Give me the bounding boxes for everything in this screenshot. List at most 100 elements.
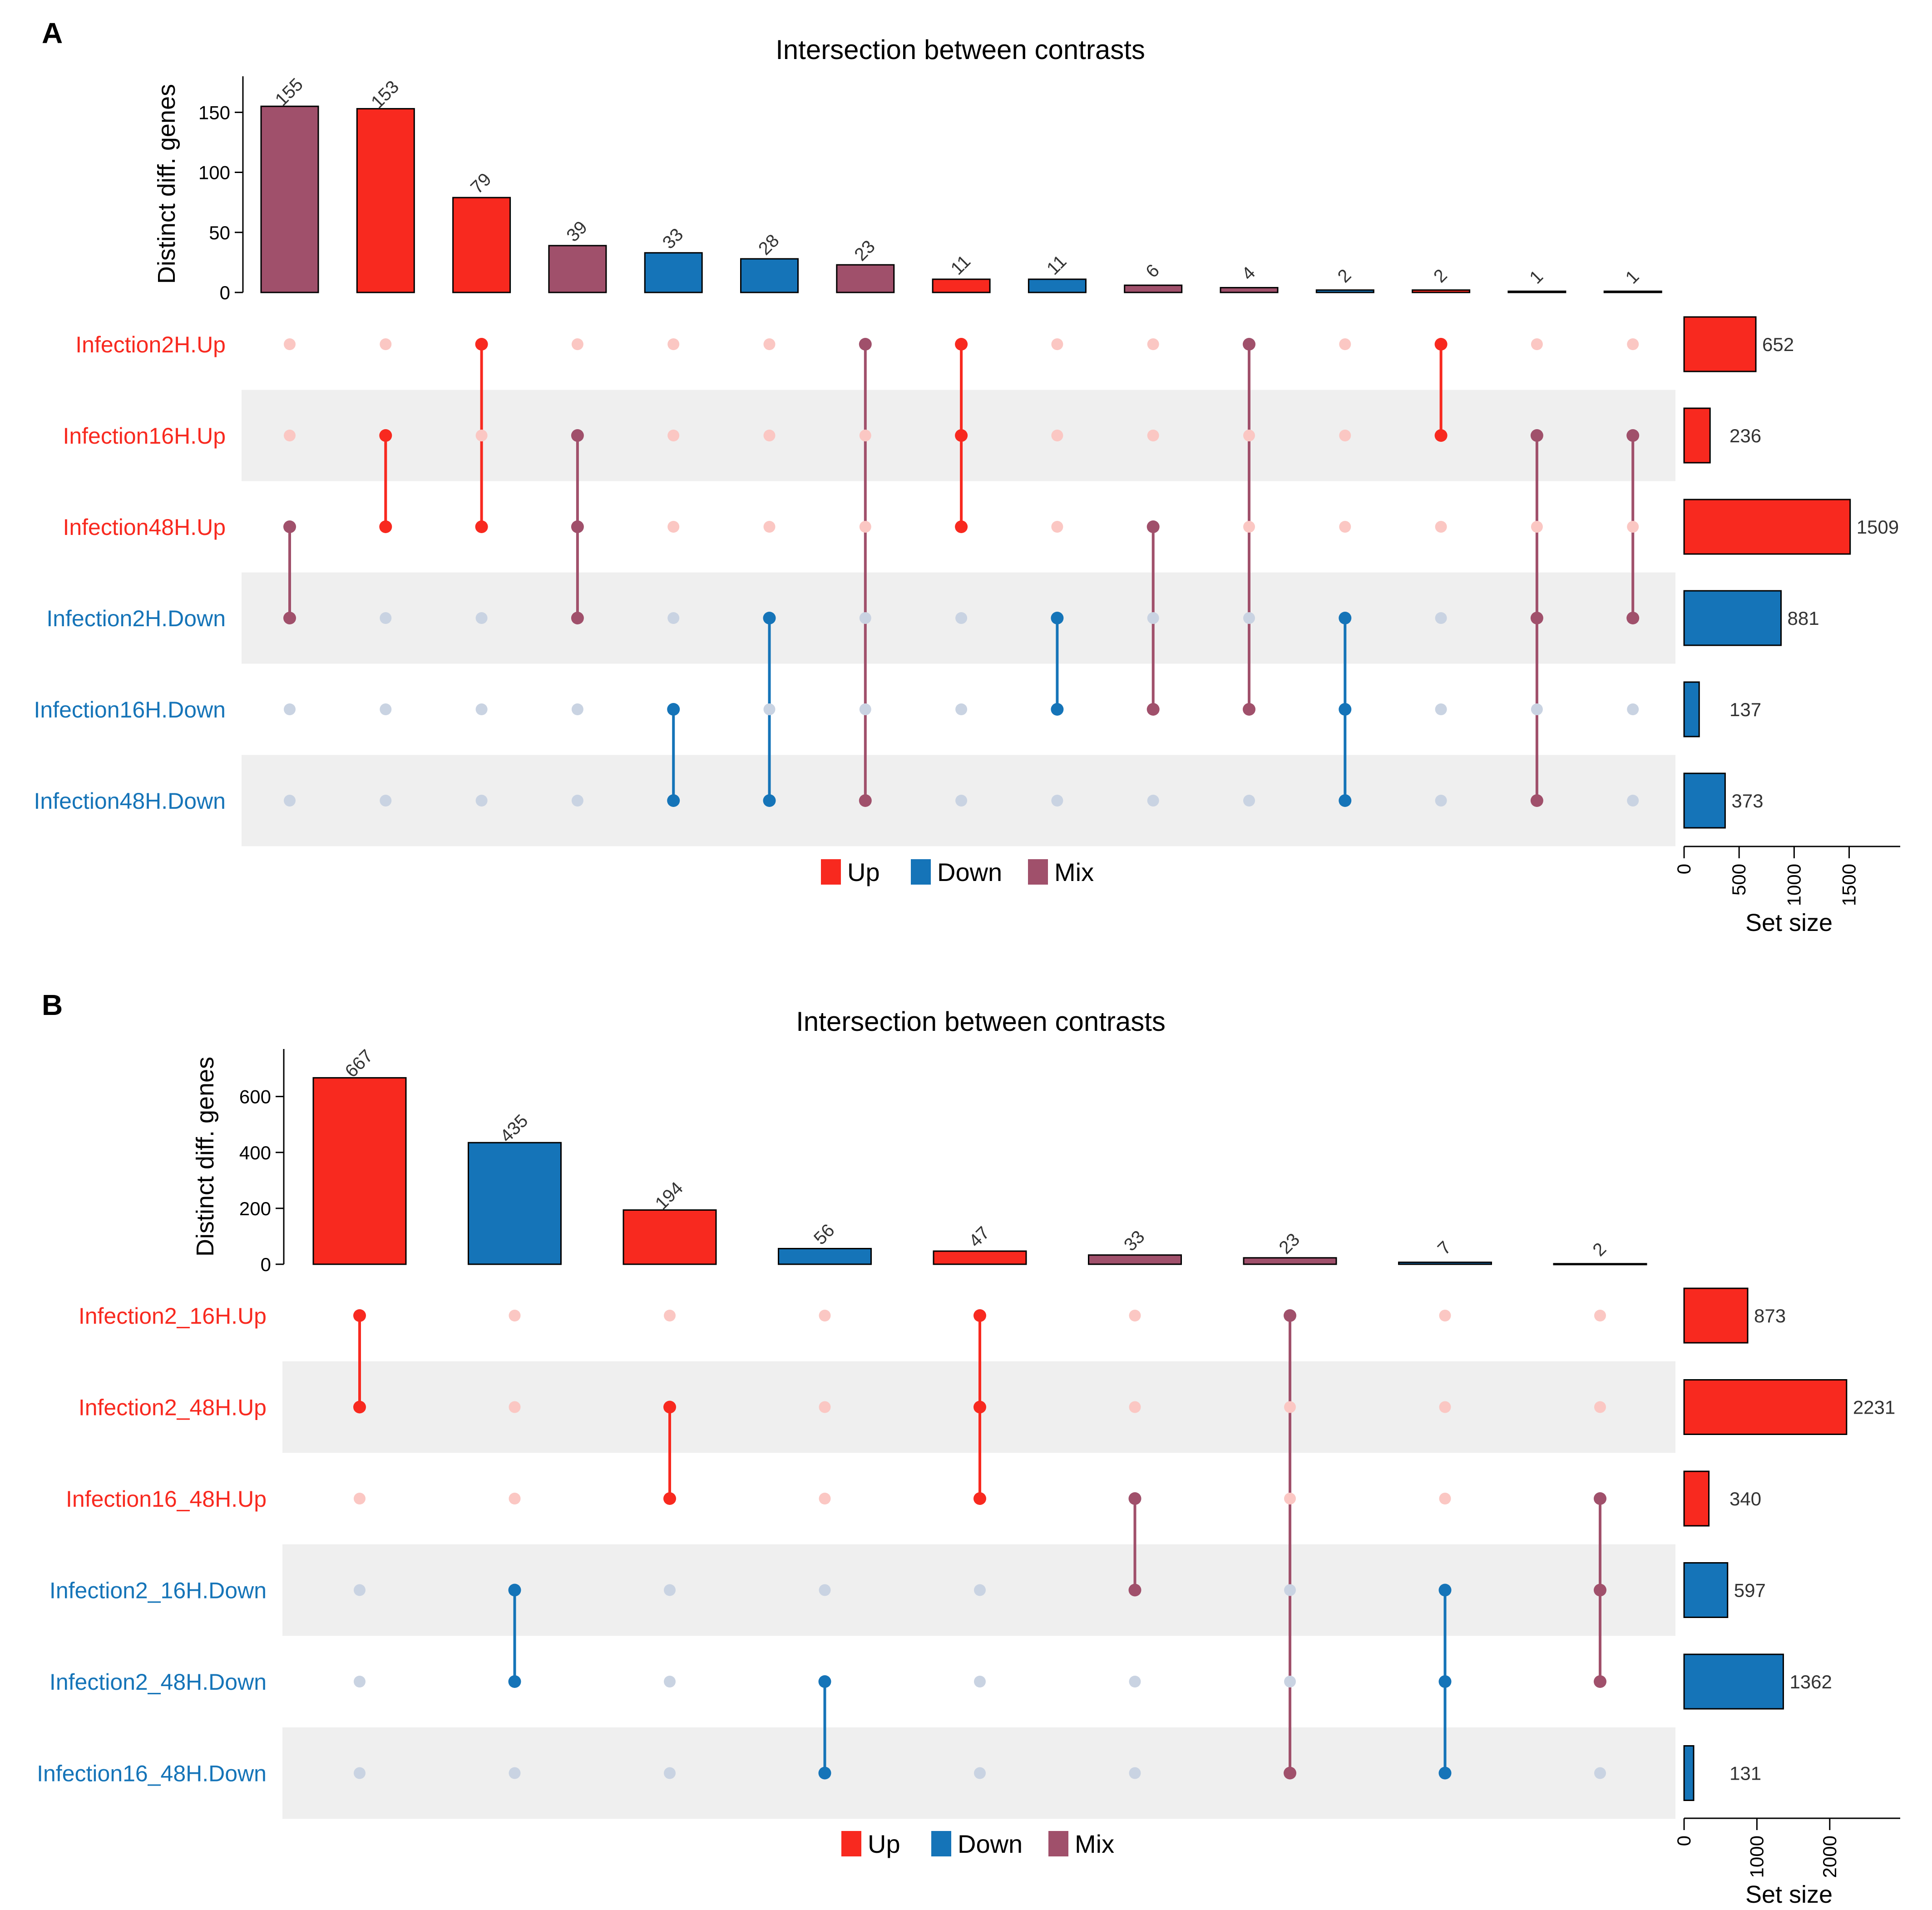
matrix-dot-inactive xyxy=(1627,795,1639,807)
matrix-dot-inactive xyxy=(819,1493,831,1504)
matrix-dot-inactive xyxy=(664,1767,676,1779)
panel-label: B xyxy=(42,989,63,1021)
y-axis-title: Distinct diff. genes xyxy=(192,1057,219,1257)
matrix-dot-active xyxy=(1594,1492,1606,1505)
set-size-tick-label: 1500 xyxy=(1838,864,1860,906)
matrix-dot-inactive xyxy=(974,1676,986,1687)
y-tick-label: 400 xyxy=(239,1142,271,1163)
matrix-dot-inactive xyxy=(1129,1676,1141,1687)
matrix-dot-active xyxy=(1434,338,1448,351)
y-tick-label: 0 xyxy=(261,1254,271,1275)
matrix-dot-active xyxy=(1051,703,1064,716)
intersection-bar xyxy=(1124,284,1183,293)
matrix-dot-inactive xyxy=(763,338,776,350)
matrix-dot-inactive xyxy=(1439,1310,1451,1321)
set-label: Infection2H.Down xyxy=(46,606,226,631)
set-label: Infection2_48H.Up xyxy=(79,1395,267,1420)
set-size-bar xyxy=(1683,407,1711,464)
matrix-dot-active xyxy=(283,520,296,533)
matrix-dot-inactive xyxy=(1051,430,1063,441)
legend-swatch-down xyxy=(911,859,931,885)
matrix-dot-active xyxy=(1339,794,1352,807)
set-label: Infection48H.Up xyxy=(63,515,226,540)
matrix-dot-inactive xyxy=(974,1584,986,1596)
set-label: Infection2_16H.Up xyxy=(79,1303,267,1329)
set-size-bar xyxy=(1683,499,1851,555)
set-size-value: 881 xyxy=(1788,608,1819,629)
matrix-dot-active xyxy=(667,794,680,807)
set-size-bar xyxy=(1683,1653,1784,1710)
matrix-dot-active xyxy=(955,429,968,442)
matrix-dot-inactive xyxy=(571,338,583,350)
y-tick-label: 50 xyxy=(209,222,230,243)
matrix-dot-inactive xyxy=(1147,795,1159,807)
y-tick-label: 600 xyxy=(239,1086,271,1108)
matrix-dot-active xyxy=(1594,1583,1606,1597)
matrix-dot-inactive xyxy=(819,1401,831,1413)
matrix-dot-inactive xyxy=(1243,795,1255,807)
set-size-value: 1509 xyxy=(1857,516,1899,538)
set-size-bar xyxy=(1683,681,1700,737)
matrix-dot-inactive xyxy=(284,338,296,350)
set-size-value: 2231 xyxy=(1853,1397,1895,1418)
set-size-bar xyxy=(1683,316,1757,372)
matrix-dot-active xyxy=(1243,703,1255,716)
matrix-dot-active xyxy=(283,612,296,624)
matrix-dot-inactive xyxy=(763,703,776,715)
legend-label-mix: Mix xyxy=(1054,858,1094,886)
matrix-dot-inactive xyxy=(1284,1493,1296,1504)
matrix-dot-active xyxy=(1284,1767,1296,1780)
matrix-dot-active xyxy=(379,429,392,442)
matrix-dot-inactive xyxy=(1339,430,1351,441)
set-size-tick-label: 0 xyxy=(1673,1836,1695,1846)
intersection-bar xyxy=(356,108,415,293)
matrix-dot-inactive xyxy=(1129,1401,1141,1413)
set-size-bar xyxy=(1683,590,1782,646)
legend-swatch-up xyxy=(821,859,841,885)
matrix-dot-active xyxy=(1146,520,1160,533)
matrix-dot-inactive xyxy=(1147,430,1159,441)
matrix-dot-inactive xyxy=(1129,1310,1141,1321)
legend-label-down: Down xyxy=(958,1830,1023,1858)
matrix-dot-inactive xyxy=(354,1676,366,1687)
legend-swatch-mix xyxy=(1048,1831,1068,1856)
matrix-dot-inactive xyxy=(859,612,871,624)
matrix-dot-inactive xyxy=(354,1493,366,1504)
matrix-dot-active xyxy=(818,1675,831,1688)
matrix-dot-active xyxy=(1128,1492,1141,1505)
matrix-dot-active xyxy=(859,338,872,351)
matrix-dot-inactive xyxy=(859,430,871,441)
intersection-bar xyxy=(452,197,511,293)
intersection-bar xyxy=(933,1250,1027,1265)
legend-swatch-up xyxy=(841,1831,861,1856)
matrix-dot-active xyxy=(663,1400,676,1414)
matrix-dot-inactive xyxy=(763,430,776,441)
set-size-tick-label: 0 xyxy=(1673,864,1695,874)
matrix-dot-inactive xyxy=(380,795,392,807)
matrix-dot-inactive xyxy=(1435,521,1447,533)
legend-swatch-down xyxy=(931,1831,951,1856)
matrix-dot-inactive xyxy=(509,1767,521,1779)
matrix-dot-active xyxy=(508,1583,521,1597)
legend: Up Down Mix xyxy=(841,1830,1114,1858)
legend-label-up: Up xyxy=(868,1830,900,1858)
matrix-dot-inactive xyxy=(1627,521,1639,533)
intersection-bar xyxy=(1398,1262,1492,1265)
matrix-dot-inactive xyxy=(509,1493,521,1504)
matrix-dot-inactive xyxy=(1594,1310,1606,1321)
matrix-dot-inactive xyxy=(475,795,488,807)
set-size-value: 137 xyxy=(1729,699,1761,720)
matrix-dot-inactive xyxy=(475,612,488,624)
matrix-dot-active xyxy=(1243,338,1255,351)
matrix-dot-inactive xyxy=(1594,1767,1606,1779)
panel-a: A Intersection between contrasts 0 50 100 150… xyxy=(34,17,1900,936)
legend-label-up: Up xyxy=(847,858,880,886)
set-size-tick-label: 500 xyxy=(1728,864,1749,896)
matrix-dot-inactive xyxy=(354,1584,366,1596)
matrix-dot-inactive xyxy=(1284,1676,1296,1687)
matrix-dot-inactive xyxy=(354,1767,366,1779)
set-size-bar xyxy=(1683,1562,1729,1618)
matrix-dot-inactive xyxy=(1051,521,1063,533)
matrix-dot-inactive xyxy=(1435,703,1447,715)
